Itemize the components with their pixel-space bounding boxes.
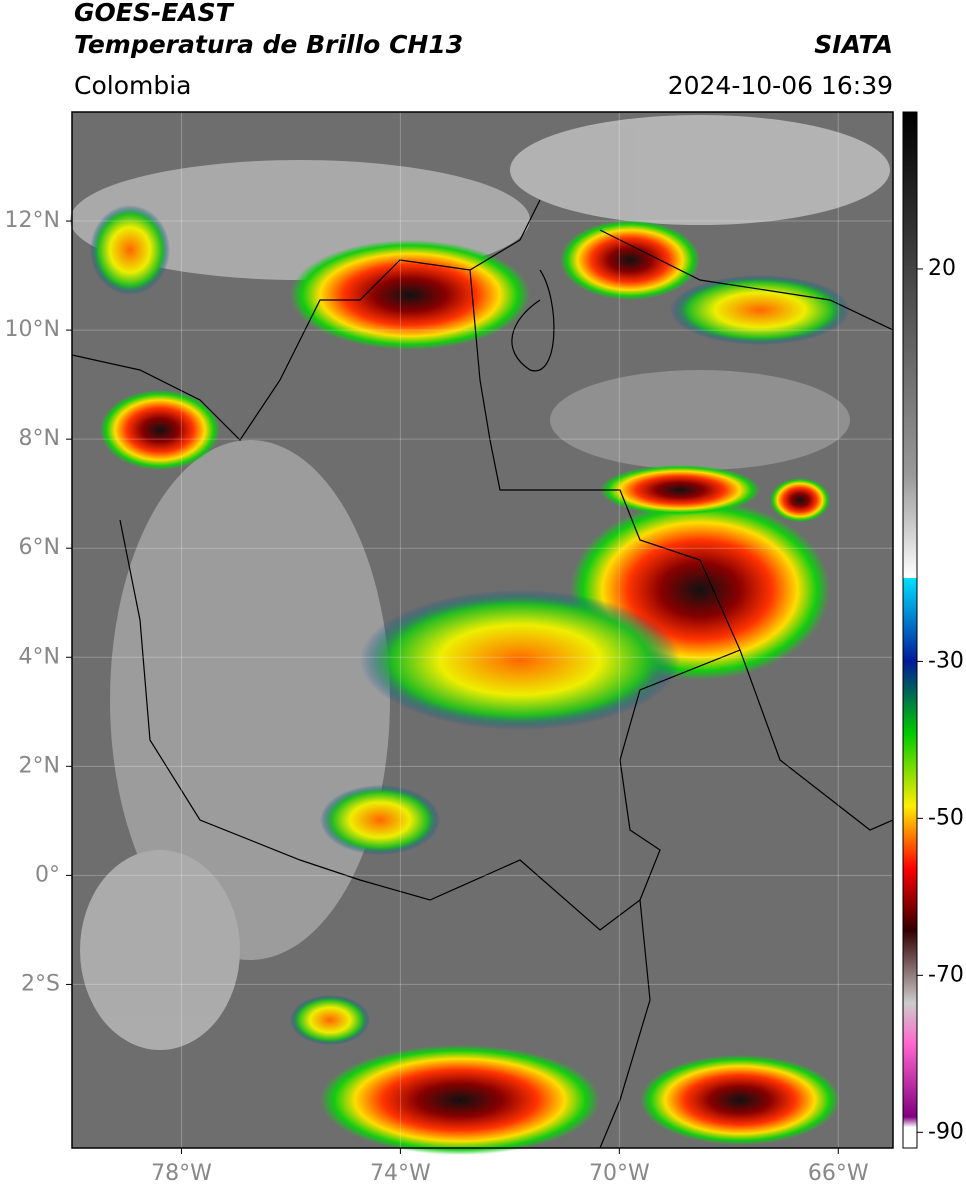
x-tick-label: 70°W — [589, 1161, 650, 1186]
y-tick-label: 2°N — [19, 753, 60, 778]
agency: SIATA — [814, 30, 893, 59]
colorbar — [902, 111, 918, 1149]
y-tick-label: 12°N — [5, 208, 60, 233]
x-tick-label: 66°W — [808, 1161, 869, 1186]
y-tick-label: 0° — [35, 862, 60, 887]
x-tick-label: 78°W — [151, 1161, 212, 1186]
datetime: 2024-10-06 16:39 — [668, 71, 893, 100]
y-tick-label: 6°N — [19, 535, 60, 560]
y-tick-label: 8°N — [19, 426, 60, 451]
y-tick-label: 2°S — [21, 971, 60, 996]
map-frame — [71, 111, 894, 1149]
colorbar-tick-label: -90 — [928, 1119, 964, 1144]
y-tick-label: 4°N — [19, 644, 60, 669]
storms — [90, 205, 850, 1155]
colorbar-tick-label: -50 — [928, 805, 964, 830]
subtitle: Temperatura de Brillo CH13 — [74, 30, 463, 59]
map — [70, 112, 894, 1155]
colorbar-tick-label: 20 — [928, 256, 956, 281]
x-tick-label: 74°W — [370, 1161, 431, 1186]
region: Colombia — [74, 71, 191, 100]
borders — [71, 199, 894, 1149]
y-tick-label: 10°N — [5, 317, 60, 342]
title: GOES-EAST — [74, 0, 235, 27]
colorbar-tick-label: -70 — [928, 962, 964, 987]
colorbar-tick-label: -30 — [928, 648, 964, 673]
